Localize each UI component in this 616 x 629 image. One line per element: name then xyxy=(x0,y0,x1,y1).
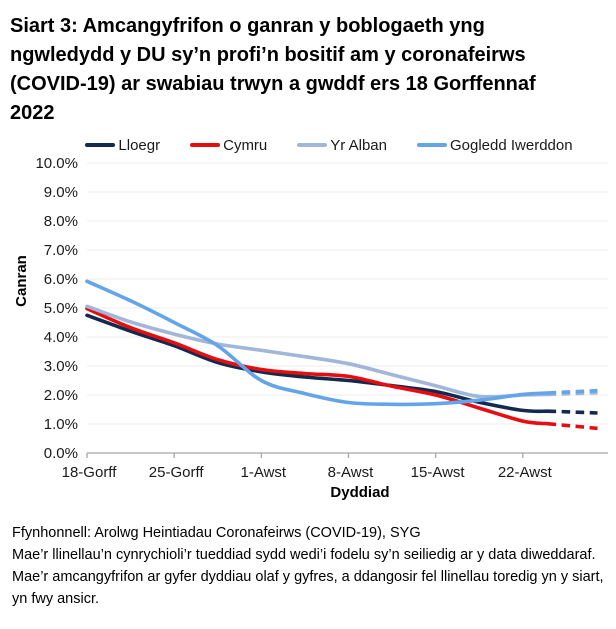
series-dashed-tail-cymru xyxy=(547,421,598,431)
chart-footer: Ffynhonnell: Arolwg Heintiadau Coronafei… xyxy=(12,522,608,610)
methodology-note: Mae’r llinellau’n cynrychioli’r tueddiad… xyxy=(12,547,604,607)
y-tick-label: 9.0% xyxy=(44,184,78,201)
legend-label-yr-alban: Yr Alban xyxy=(330,136,387,154)
y-tick-label: 3.0% xyxy=(44,358,78,375)
source-note: Ffynhonnell: Arolwg Heintiadau Coronafei… xyxy=(12,525,421,541)
series-line-gogledd-iwerddon xyxy=(85,279,550,407)
chart-legend: Lloegr Cymru Yr Alban Gogledd Iwerddon xyxy=(50,134,608,156)
series-line-cymru xyxy=(85,306,550,426)
chart-title: Siart 3: Amcangyfrifon o ganran y boblog… xyxy=(10,15,536,124)
legend-item-cymru: Cymru xyxy=(190,137,267,154)
x-tick-label: 25-Gorff xyxy=(149,464,205,481)
y-tick-label: 8.0% xyxy=(44,213,78,230)
series-line-yr-alban xyxy=(85,304,550,399)
series-dashed-tail-lloegr xyxy=(547,409,598,415)
legend-label-cymru: Cymru xyxy=(223,136,268,154)
x-tick-label: 8-Awst xyxy=(328,464,374,481)
y-tick-label: 10.0% xyxy=(35,156,78,172)
y-tick-label: 4.0% xyxy=(44,329,78,346)
y-tick-label: 7.0% xyxy=(44,242,78,259)
legend-item-yr-alban: Yr Alban xyxy=(297,137,387,154)
x-axis-title: Dyddiad xyxy=(330,484,389,501)
y-axis-title: Canran xyxy=(13,255,30,307)
y-tick-label: 1.0% xyxy=(44,416,78,433)
x-tick-label: 18-Gorff xyxy=(62,464,118,481)
x-tick-label: 22-Awst xyxy=(498,464,553,481)
chart-canvas: 0.0% 1.0% 2.0% 3.0% 4.0% 5.0% 6.0% 7.0% 8.0% 9.0%… xyxy=(13,155,608,501)
series-dashed-tail-gogledd-iwerddon xyxy=(547,388,598,395)
x-tick-label: 1-Awst xyxy=(241,464,287,481)
legend-label-lloegr: Lloegr xyxy=(118,136,161,154)
legend-swatch-cymru xyxy=(190,143,221,147)
legend-swatch-lloegr xyxy=(85,143,116,147)
x-tick-label: 15-Awst xyxy=(411,464,466,481)
legend-label-gogledd-iwerddon: Gogledd Iwerddon xyxy=(450,136,573,154)
y-tick-label: 6.0% xyxy=(44,271,78,288)
legend-swatch-yr-alban xyxy=(297,143,328,147)
chart-page: Siart 3: Amcangyfrifon o ganran y boblog… xyxy=(10,15,608,610)
y-tick-label: 5.0% xyxy=(44,300,78,317)
legend-swatch-gogledd-iwerddon xyxy=(417,143,447,147)
y-tick-label: 0.0% xyxy=(44,445,78,462)
legend-item-lloegr: Lloegr xyxy=(85,137,160,154)
legend-item-gogledd-iwerddon: Gogledd Iwerddon xyxy=(417,137,573,154)
series-line-lloegr xyxy=(85,313,550,414)
y-tick-label: 2.0% xyxy=(44,387,78,404)
